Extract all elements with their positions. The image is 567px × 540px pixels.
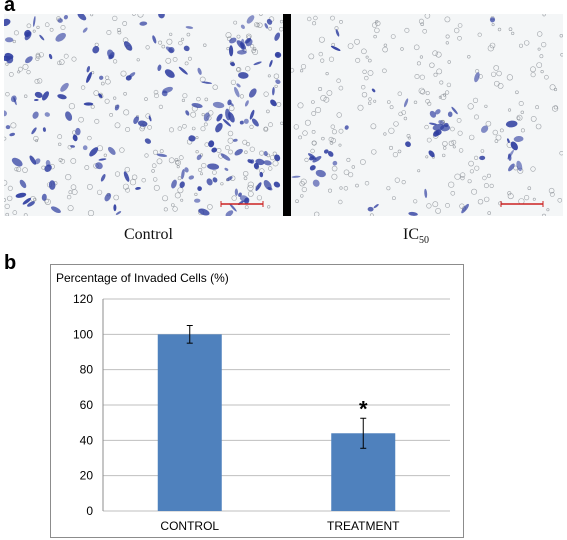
y-tick-label: 60 <box>80 398 94 412</box>
ic50-caption: IC50 <box>403 226 429 246</box>
y-tick-label: 40 <box>80 433 94 447</box>
bar-control <box>157 334 222 511</box>
x-category-label: CONTROL <box>160 519 219 533</box>
significance-asterisk: * <box>359 396 368 421</box>
ic50-caption-subscript: 50 <box>419 235 429 247</box>
panel-label-a: a <box>4 0 16 16</box>
y-tick-label: 0 <box>86 504 93 518</box>
control-micrograph <box>4 14 283 216</box>
y-tick-label: 100 <box>73 327 93 341</box>
ic50-micrograph <box>291 14 563 216</box>
error-bar-treatment <box>360 417 367 449</box>
y-tick-label: 120 <box>73 292 93 306</box>
y-tick-label: 80 <box>80 363 94 377</box>
panel-label-b: b <box>4 252 17 274</box>
chart-title: Percentage of Invaded Cells (%) <box>56 271 229 285</box>
control-caption: Control <box>124 226 173 243</box>
ic50-caption-main: IC <box>403 226 419 243</box>
error-bar-control <box>186 325 193 344</box>
x-category-label: TREATMENT <box>327 519 400 533</box>
chart-frame <box>50 264 464 538</box>
image-divider <box>283 14 291 216</box>
invasion-bar-chart: Percentage of Invaded Cells (%) 0 20 40 60 8… <box>50 264 464 538</box>
y-tick-label: 20 <box>80 469 94 483</box>
